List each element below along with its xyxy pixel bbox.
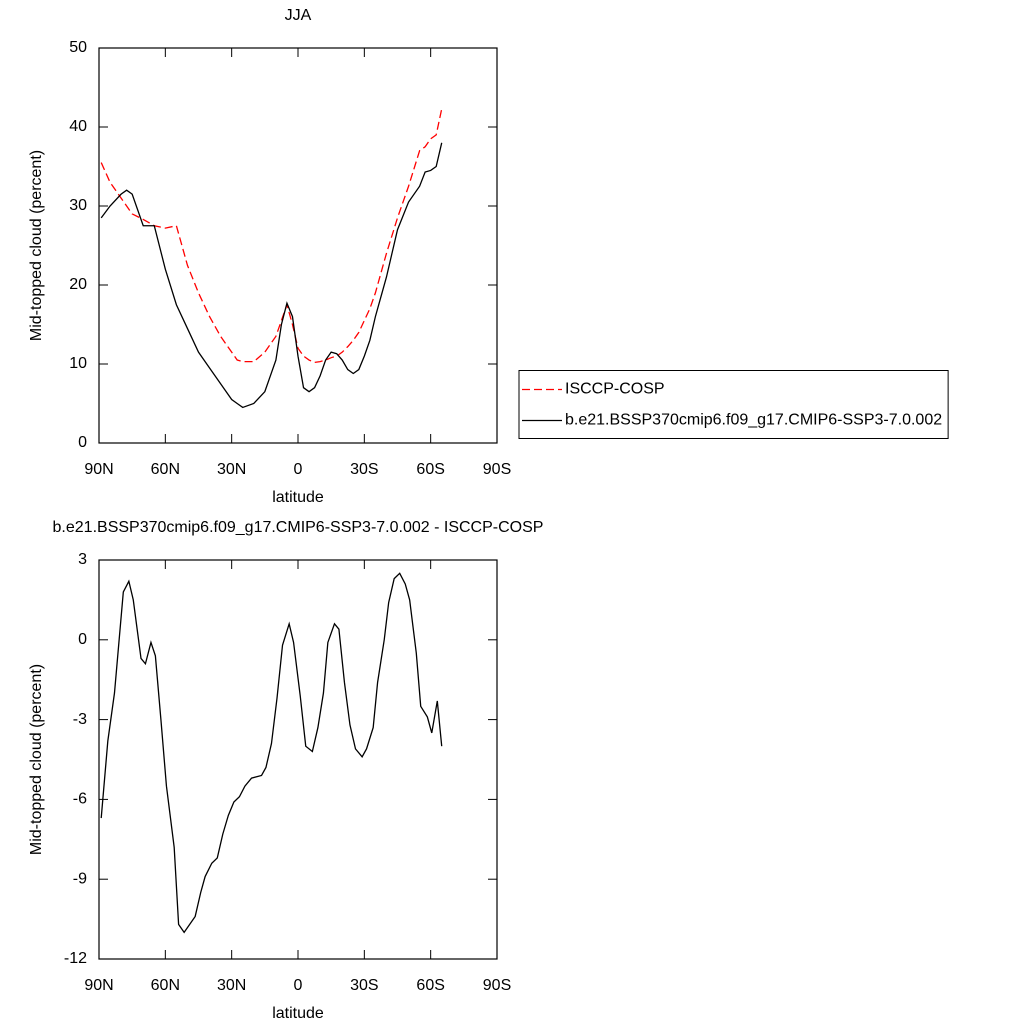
x-tick-label: 30N — [217, 977, 246, 994]
x-tick-label: 90S — [483, 461, 511, 478]
y-tick-label: 0 — [78, 631, 87, 648]
x-tick-label: 90N — [84, 977, 113, 994]
legend-label: ISCCP-COSP — [565, 381, 665, 398]
y-tick-label: -3 — [73, 711, 87, 728]
y-tick-label: 40 — [69, 118, 87, 135]
x-tick-label: 0 — [294, 977, 303, 994]
x-tick-label: 60N — [151, 461, 180, 478]
chart-title: b.e21.BSSP370cmip6.f09_g17.CMIP6-SSP3-7.… — [53, 519, 544, 536]
x-tick-label: 0 — [294, 461, 303, 478]
plot-frame — [98, 559, 498, 960]
y-tick-label: 20 — [69, 276, 87, 293]
data-line — [100, 108, 443, 364]
plot-frame — [98, 47, 498, 444]
chart-title: JJA — [285, 7, 312, 24]
x-tick-label: 30S — [350, 461, 378, 478]
y-tick-label: 30 — [69, 197, 87, 214]
x-tick-label: 30N — [217, 461, 246, 478]
y-axis-label: Mid-topped cloud (percent) — [28, 664, 45, 855]
y-axis-label: Mid-topped cloud (percent) — [28, 150, 45, 341]
y-tick-label: -6 — [73, 791, 87, 808]
x-axis-label: latitude — [272, 1005, 324, 1022]
x-tick-label: 60N — [151, 977, 180, 994]
x-tick-label: 90N — [84, 461, 113, 478]
y-tick-label: -9 — [73, 870, 87, 887]
y-tick-label: 10 — [69, 355, 87, 372]
legend-box — [518, 370, 949, 439]
x-tick-label: 60S — [416, 461, 444, 478]
y-tick-label: 0 — [78, 434, 87, 451]
y-tick-label: 50 — [69, 39, 87, 56]
x-tick-label: 60S — [416, 977, 444, 994]
y-tick-label: 3 — [78, 551, 87, 568]
data-line — [100, 142, 443, 409]
data-line — [100, 572, 443, 934]
y-tick-label: -12 — [64, 950, 87, 967]
x-tick-label: 90S — [483, 977, 511, 994]
legend-label: b.e21.BSSP370cmip6.f09_g17.CMIP6-SSP3-7.… — [565, 412, 942, 429]
x-tick-label: 30S — [350, 977, 378, 994]
x-axis-label: latitude — [272, 489, 324, 506]
